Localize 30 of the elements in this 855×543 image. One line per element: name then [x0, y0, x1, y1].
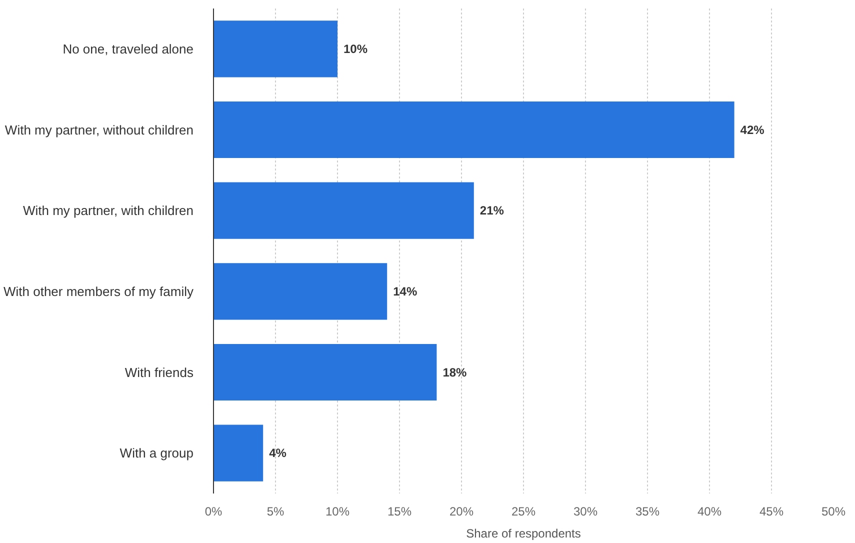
x-tick-label: 40% [697, 504, 722, 518]
bar [214, 20, 338, 78]
x-axis-title: Share of respondents [466, 526, 581, 540]
data-label: 18% [442, 365, 468, 380]
x-tick-label: 10% [325, 504, 350, 518]
y-tick-label: With a group [120, 446, 194, 461]
bar [214, 263, 388, 320]
bar [214, 424, 264, 482]
bar [214, 101, 734, 158]
x-tick-label: 35% [635, 504, 660, 518]
x-tick-label: 50% [821, 504, 846, 518]
x-tick-label: 25% [511, 504, 536, 518]
y-tick-label: With other members of my family [4, 284, 194, 299]
bar [214, 344, 437, 401]
y-tick-label: With my partner, without children [4, 122, 194, 138]
x-tick-label: 5% [266, 504, 284, 518]
y-tick-label: With friends [124, 364, 194, 380]
x-tick-label: 20% [449, 504, 474, 518]
x-tick-label: 45% [759, 504, 784, 518]
data-label: 10% [344, 42, 368, 56]
x-tick-label: 0% [204, 504, 222, 518]
data-label: 42% [740, 122, 765, 137]
y-tick-label: With my partner, with children [22, 203, 194, 218]
x-tick-label: 30% [573, 504, 598, 518]
x-tick-label: 15% [387, 504, 412, 518]
data-label: 21% [480, 204, 504, 218]
data-label: 4% [269, 446, 287, 460]
data-label: 14% [393, 284, 418, 298]
y-tick-label: No one, traveled alone [62, 41, 194, 56]
bar [214, 182, 474, 239]
